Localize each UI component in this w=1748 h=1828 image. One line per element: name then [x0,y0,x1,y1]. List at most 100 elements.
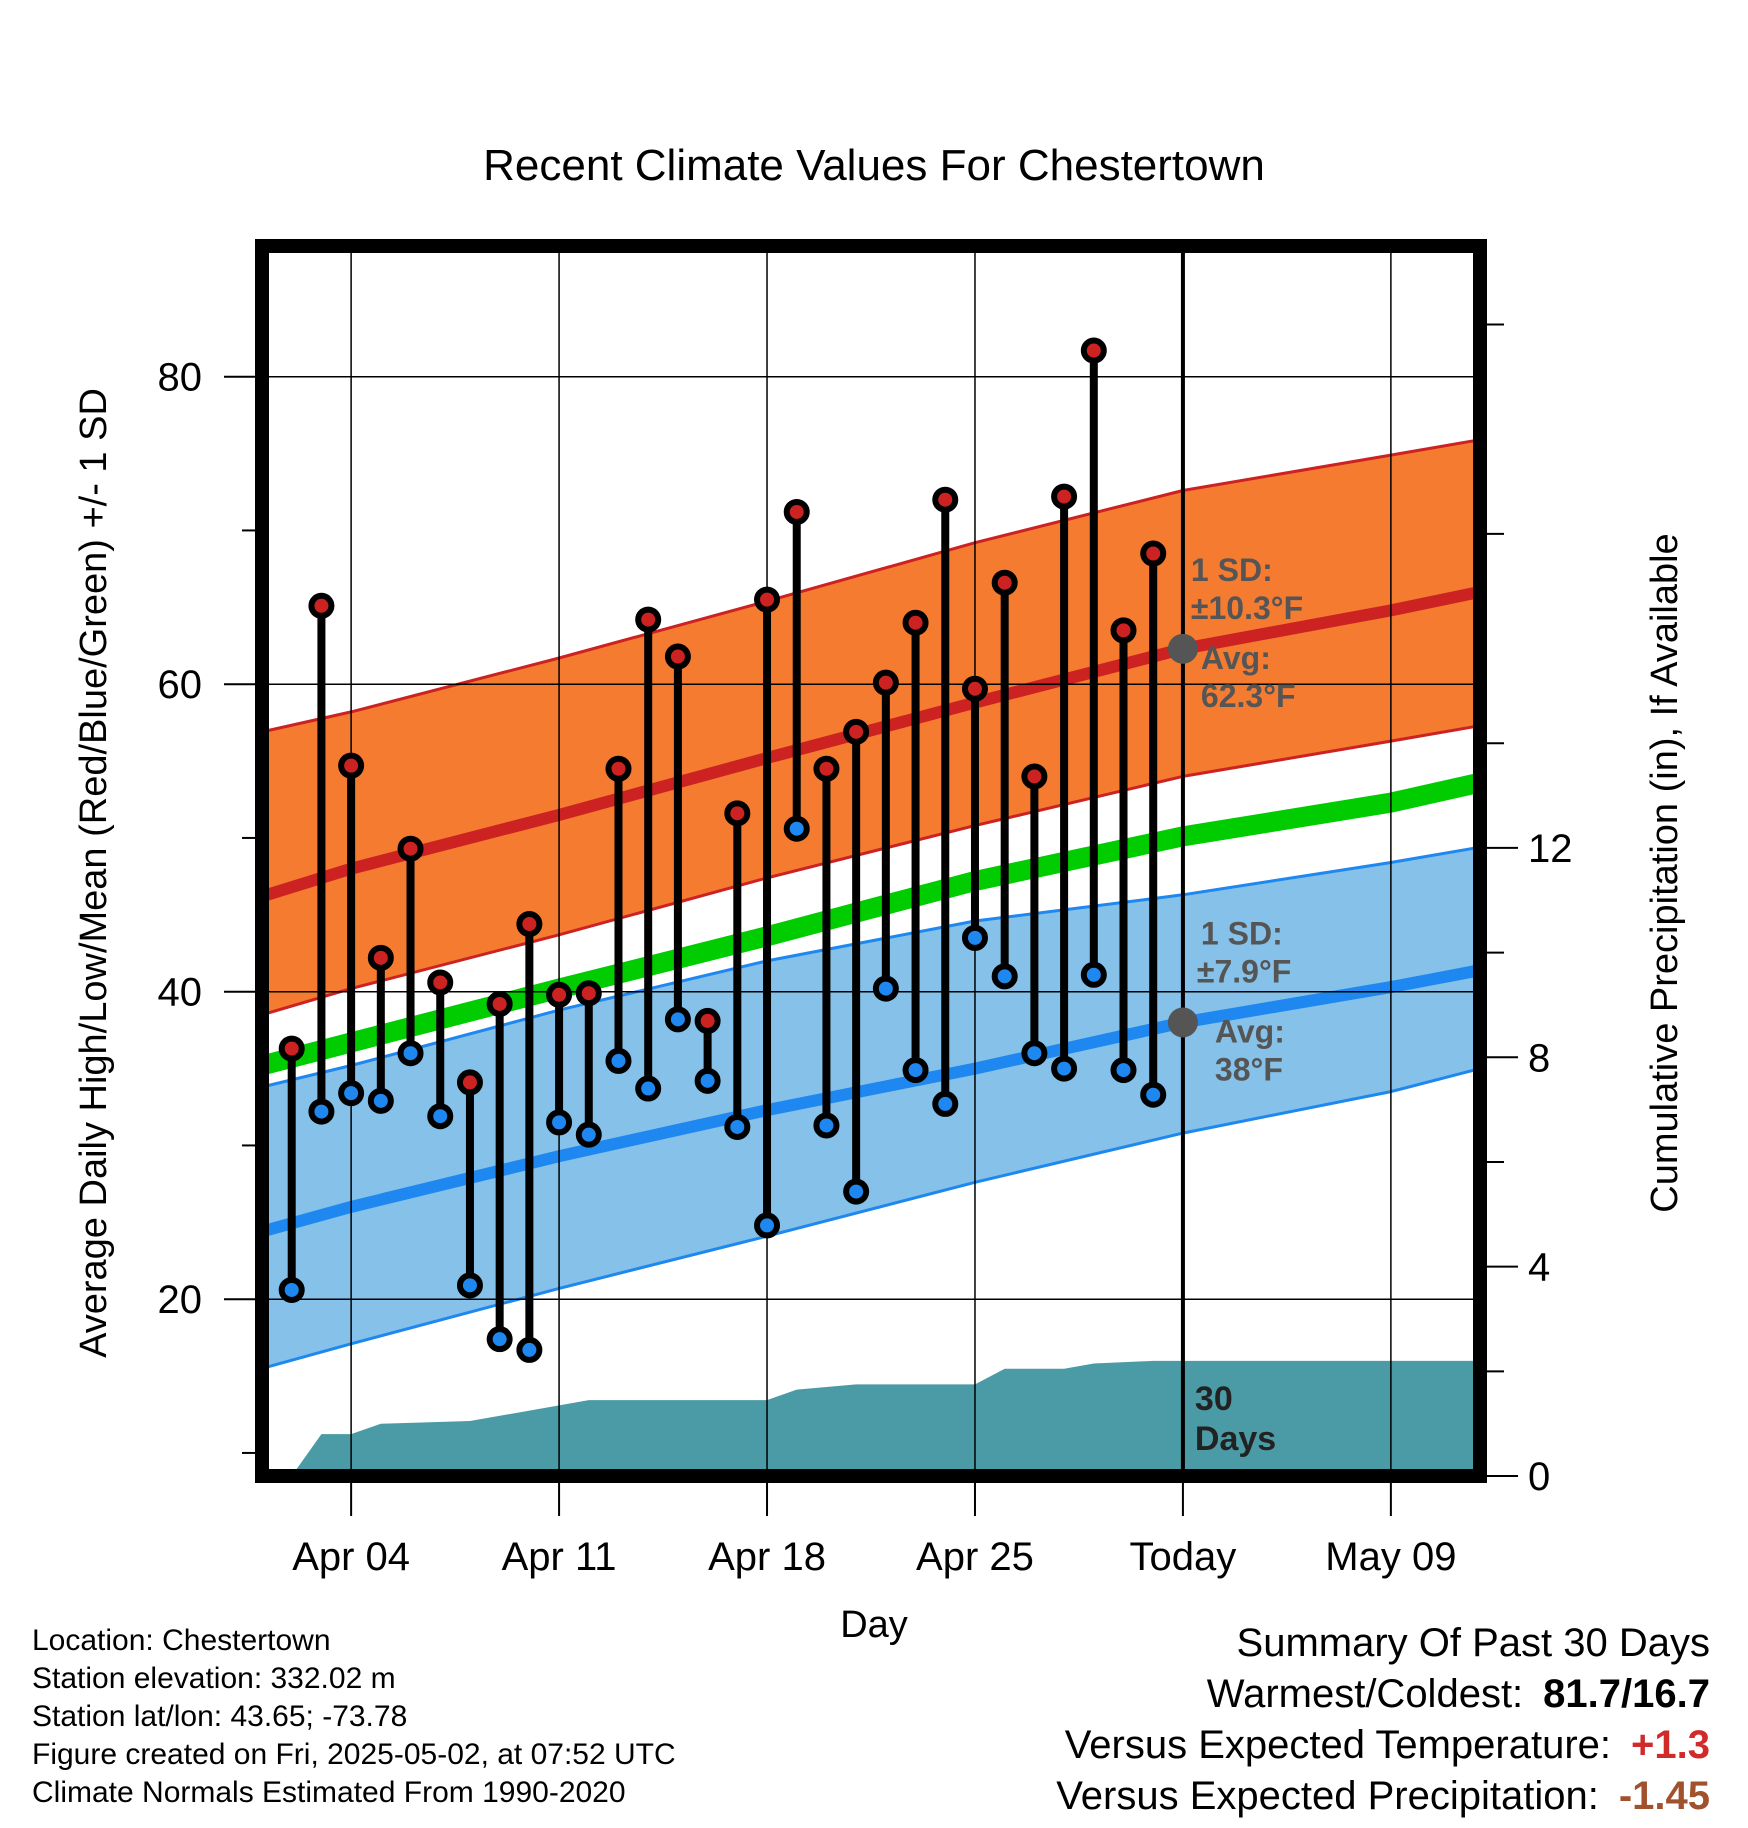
daily-low-point [783,815,810,842]
x-tick-label: Today [1130,1535,1237,1579]
latlon-text: Station lat/lon: 43.65; -73.78 [32,1700,408,1733]
y2-tick-label: 12 [1528,827,1573,871]
daily-high-point [575,980,602,1007]
days-count-label: 30 [1195,1380,1233,1418]
daily-high-point [664,643,691,670]
daily-low-point [397,1040,424,1067]
high-sd-value: ±10.3°F [1191,590,1303,626]
temp-value: +1.3 [1631,1723,1710,1767]
y-tick-label: 20 [158,1278,203,1322]
high-sd-upper-line [261,438,1481,734]
daily-high-point [872,669,899,696]
daily-high-point [783,498,810,525]
daily-high-point [1080,337,1107,364]
summary-precip: Versus Expected Precipitation: -1.45 [1056,1771,1710,1822]
daily-high-point [338,752,365,779]
summary-temp: Versus Expected Temperature: +1.3 [1056,1720,1710,1771]
daily-high-point [397,835,424,862]
y2-tick-label: 8 [1528,1036,1550,1080]
y2-axis-label: Cumulative Precipitation (in), If Availa… [1644,533,1686,1212]
low-average-marker [1167,1007,1198,1038]
daily-high-point [932,486,959,513]
daily-high-point [724,800,751,827]
daily-high-point [427,969,454,996]
daily-high-point [1021,763,1048,790]
daily-low-point [664,1006,691,1033]
normals-text: Climate Normals Estimated From 1990-2020 [32,1776,626,1809]
station-info: Location: Chestertown Station elevation:… [32,1622,676,1812]
precip-value: -1.45 [1618,1774,1710,1818]
precip-label: Versus Expected Precipitation: [1056,1774,1599,1818]
daily-low-point [367,1087,394,1114]
y-tick-label: 40 [158,971,203,1015]
x-tick-label: Apr 25 [916,1535,1034,1579]
daily-high-point [1110,617,1137,644]
normal-low-line [260,964,1482,1238]
daily-high-point [516,911,543,938]
daily-high-point [843,718,870,745]
daily-low-point [635,1075,662,1102]
high-avg-label: Avg: [1201,640,1271,676]
daily-high-point [754,586,781,613]
high-average-marker [1167,633,1198,664]
daily-high-point [902,609,929,636]
daily-low-point [1051,1055,1078,1082]
x-tick-label: Apr 04 [292,1535,410,1579]
daily-low-point [1021,1040,1048,1067]
daily-low-point [843,1178,870,1205]
daily-high-point [308,592,335,619]
elevation-text: Station elevation: 332.02 m [32,1662,396,1695]
summary-panel: Summary Of Past 30 Days Warmest/Coldest:… [1056,1618,1710,1822]
daily-high-point [605,755,632,782]
daily-low-point [724,1113,751,1140]
chart-title: Recent Climate Values For Chestertown [483,141,1265,190]
daily-high-point [991,569,1018,596]
daily-low-point [427,1103,454,1130]
daily-high-point [1051,483,1078,510]
daily-low-point [754,1212,781,1239]
daily-low-point [546,1109,573,1136]
daily-low-point [308,1098,335,1125]
days-unit-label: Days [1195,1420,1276,1458]
x-tick-label: May 09 [1325,1535,1456,1579]
daily-high-point [278,1035,305,1062]
daily-high-point [546,981,573,1008]
daily-low-point [1140,1081,1167,1108]
daily-low-point [605,1047,632,1074]
daily-high-point [1140,540,1167,567]
low-sd-value: ±7.9°F [1197,953,1291,989]
created-text: Figure created on Fri, 2025-05-02, at 07… [32,1738,676,1771]
y-tick-label: 80 [158,356,203,400]
daily-high-point [456,1069,483,1096]
daily-low-point [516,1336,543,1363]
daily-low-point [902,1057,929,1084]
daily-high-point [961,675,988,702]
low-avg-value: 38°F [1215,1051,1283,1087]
low-sd-upper-line [261,845,1481,1089]
low-sd-band [262,847,1480,1369]
low-sd-lower-line [261,1067,1481,1370]
daily-low-point [694,1067,721,1094]
warm-cold-value: 81.7/16.7 [1543,1672,1710,1716]
warm-cold-label: Warmest/Coldest: [1206,1672,1524,1716]
plot-frame [255,239,1487,1483]
low-avg-label: Avg: [1215,1013,1285,1049]
daily-low-point [813,1112,840,1139]
x-tick-label: Apr 18 [708,1535,826,1579]
normal-mean-line [259,772,1483,1076]
daily-high-point [813,755,840,782]
daily-low-point [456,1272,483,1299]
daily-low-point [961,924,988,951]
precipitation-area [262,1360,1480,1476]
y-tick-label: 60 [158,663,203,707]
daily-low-point [486,1326,513,1353]
low-sd-label: 1 SD: [1201,915,1283,951]
high-sd-lower-line [261,724,1481,1017]
daily-low-point [1080,961,1107,988]
daily-high-point [486,990,513,1017]
daily-low-point [575,1121,602,1148]
daily-low-point [1110,1057,1137,1084]
daily-high-point [694,1007,721,1034]
